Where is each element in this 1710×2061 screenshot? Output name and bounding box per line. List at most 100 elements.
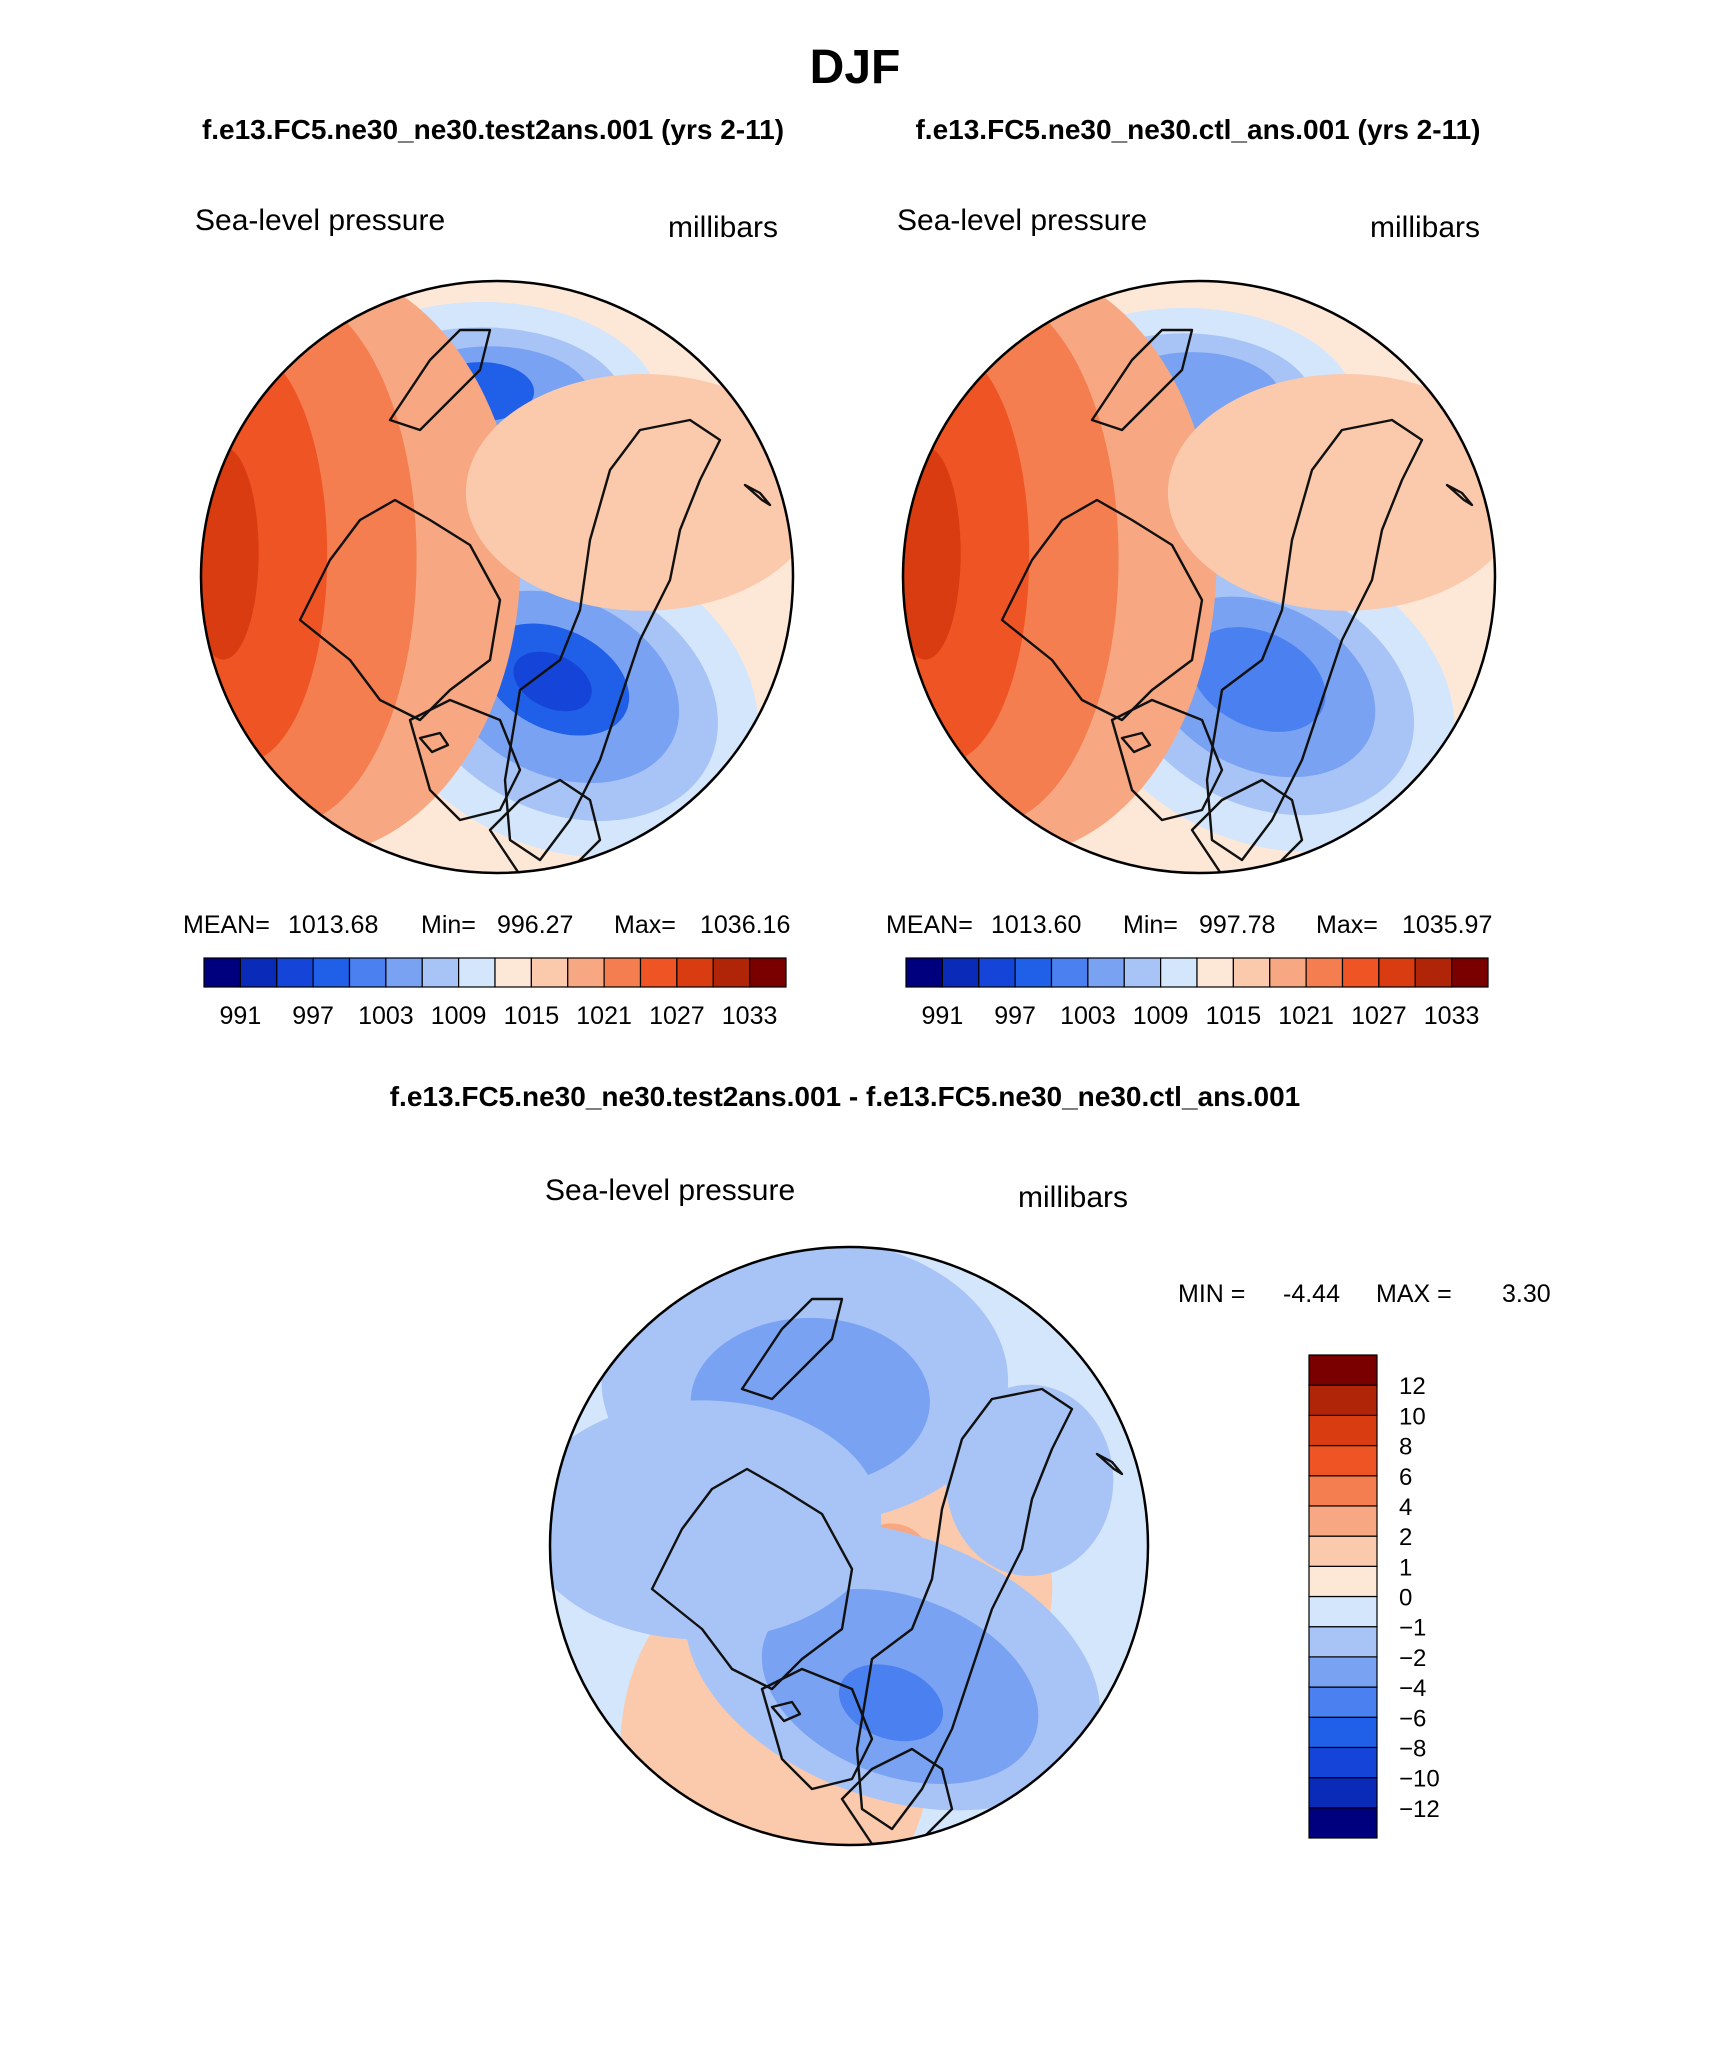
control-colorbar-box-9 xyxy=(1232,957,1271,988)
coast-iceland xyxy=(1120,731,1152,754)
model-colorbar-box-7 xyxy=(458,957,496,988)
difference-colorbar-tick-label-0: 12 xyxy=(1399,1373,1426,1400)
control-colorbar-tick-label-7: 1033 xyxy=(1424,1002,1480,1030)
model-case-label: f.e13.FC5.ne30_ne30.test2ans.001 (yrs 2-… xyxy=(202,114,784,145)
control-colorbar-tick-label-0: 991 xyxy=(922,1002,964,1030)
difference-colorbar-tick-label-10: −4 xyxy=(1399,1675,1426,1702)
coast-greenland xyxy=(408,698,522,822)
control-colorbar-box-6 xyxy=(1123,957,1162,988)
control-case-label: f.e13.FC5.ne30_ne30.ctl_ans.001 (yrs 2-1… xyxy=(915,114,1480,145)
control-colorbar-tick-label-5: 1021 xyxy=(1278,1002,1334,1030)
model-colorbar-tick-label-5: 1021 xyxy=(576,1002,632,1030)
control-field-band-11 xyxy=(1167,374,1495,611)
model-colorbar-box-5 xyxy=(385,957,423,988)
difference-colorbar-tick-label-14: −12 xyxy=(1399,1796,1440,1823)
coast-alaska xyxy=(740,1297,844,1401)
model-field-band-13 xyxy=(465,374,793,611)
panel-control-max-value: 1035.97 xyxy=(1402,911,1492,939)
model-colorbar-box-4 xyxy=(348,957,387,988)
model-colorbar-box-15 xyxy=(749,957,787,988)
coast-greenland xyxy=(1110,698,1224,822)
panel-control-units: millibars xyxy=(1370,211,1480,244)
model-colorbar-box-11 xyxy=(603,957,642,988)
panel-difference-max-value: 3.30 xyxy=(1502,1280,1551,1308)
model-colorbar-box-1 xyxy=(239,957,278,988)
difference-field-band-9 xyxy=(945,1384,1114,1577)
difference-colorbar-box-1 xyxy=(1308,1777,1378,1809)
difference-colorbar-box-9 xyxy=(1308,1535,1378,1567)
coast-greenland xyxy=(760,1667,874,1791)
panel-control-stats: MEAN= 1013.60 Min= 997.78 Max= 1035.97 xyxy=(886,911,1492,939)
control-colorbar-box-11 xyxy=(1305,957,1344,988)
control-colorbar-tick-label-6: 1027 xyxy=(1351,1002,1407,1030)
model-colorbar-box-9 xyxy=(530,957,569,988)
coast-sakhalin xyxy=(1095,1452,1124,1476)
panel-difference-min-label: MIN = xyxy=(1178,1280,1245,1308)
model-colorbar-box-2 xyxy=(276,957,314,988)
panel-model-min-value: 996.27 xyxy=(497,911,573,939)
panel-control-colorbar: 991 997 1003 1009 1015 1021 1027 1033 xyxy=(905,957,1489,1030)
control-colorbar-box-4 xyxy=(1050,957,1089,988)
panel-control-max-label: Max= xyxy=(1316,911,1378,939)
panel-model-outline xyxy=(199,279,795,875)
difference-colorbar-box-7 xyxy=(1308,1595,1378,1628)
control-colorbar-tick-label-3: 1009 xyxy=(1133,1002,1189,1030)
coast-north-america xyxy=(1000,498,1204,722)
model-colorbar-tick-label-6: 1027 xyxy=(649,1002,705,1030)
control-colorbar-box-14 xyxy=(1414,957,1453,988)
difference-label: f.e13.FC5.ne30_ne30.test2ans.001 - f.e13… xyxy=(390,1081,1301,1112)
panel-difference-stats: MIN = -4.44 MAX = 3.30 xyxy=(1178,1280,1551,1308)
control-colorbar-tick-label-1: 997 xyxy=(994,1002,1036,1030)
difference-colorbar-tick-label-2: 8 xyxy=(1399,1434,1412,1461)
control-colorbar-box-2 xyxy=(978,957,1016,988)
difference-colorbar-box-5 xyxy=(1308,1656,1378,1688)
control-colorbar-box-15 xyxy=(1451,957,1489,988)
coast-sakhalin xyxy=(1445,483,1474,507)
difference-colorbar-box-11 xyxy=(1308,1475,1378,1507)
model-colorbar-tick-label-3: 1009 xyxy=(431,1002,487,1030)
panel-model-mean-label: MEAN= xyxy=(183,911,270,939)
coast-iceland xyxy=(418,731,450,754)
difference-field-band-10 xyxy=(550,1400,882,1640)
model-colorbar-box-12 xyxy=(639,957,678,988)
difference-colorbar-tick-label-9: −2 xyxy=(1399,1645,1426,1672)
panel-difference-max-label: MAX = xyxy=(1376,1280,1452,1308)
panel-difference: Sea-level pressure millibars MIN = -4.44… xyxy=(545,1174,1551,1847)
panel-model-min-label: Min= xyxy=(421,911,476,939)
difference-colorbar-box-12 xyxy=(1308,1444,1378,1477)
coast-north-america xyxy=(650,1467,854,1691)
panel-model-units: millibars xyxy=(668,211,778,244)
panel-difference-units: millibars xyxy=(1018,1181,1128,1214)
panel-control-outline xyxy=(901,279,1497,875)
panel-control-mean-label: MEAN= xyxy=(886,911,973,939)
model-field-band-4 xyxy=(513,651,592,712)
panel-model-max-value: 1036.16 xyxy=(700,911,790,939)
coast-alaska xyxy=(1090,328,1194,432)
difference-colorbar-box-10 xyxy=(1308,1505,1378,1537)
page-title: DJF xyxy=(810,41,901,94)
panel-model-max-label: Max= xyxy=(614,911,676,939)
model-colorbar-box-3 xyxy=(312,957,351,988)
difference-colorbar-tick-label-1: 10 xyxy=(1399,1403,1426,1430)
difference-colorbar-tick-label-12: −8 xyxy=(1399,1735,1426,1762)
coast-eurasia xyxy=(855,1387,1074,1831)
control-field-band-3 xyxy=(1190,627,1326,732)
panel-difference-min-value: -4.44 xyxy=(1283,1280,1340,1308)
difference-colorbar-box-13 xyxy=(1308,1414,1378,1447)
difference-colorbar-box-2 xyxy=(1308,1746,1378,1779)
difference-colorbar-tick-label-13: −10 xyxy=(1399,1766,1440,1793)
panel-difference-title: Sea-level pressure xyxy=(545,1174,795,1207)
control-colorbar-box-13 xyxy=(1378,957,1416,988)
control-colorbar-box-1 xyxy=(941,957,980,988)
panel-control-title: Sea-level pressure xyxy=(897,204,1147,237)
panel-model-mean-value: 1013.68 xyxy=(288,911,378,939)
difference-colorbar-box-8 xyxy=(1308,1565,1378,1598)
control-field-band-10 xyxy=(903,446,961,660)
coast-sakhalin xyxy=(743,483,772,507)
model-colorbar-box-0 xyxy=(203,957,241,988)
control-colorbar-box-10 xyxy=(1269,957,1307,988)
difference-colorbar-box-6 xyxy=(1308,1626,1378,1658)
coast-europe xyxy=(488,778,602,873)
panel-model-stats: MEAN= 1013.68 Min= 996.27 Max= 1036.16 xyxy=(183,911,790,939)
